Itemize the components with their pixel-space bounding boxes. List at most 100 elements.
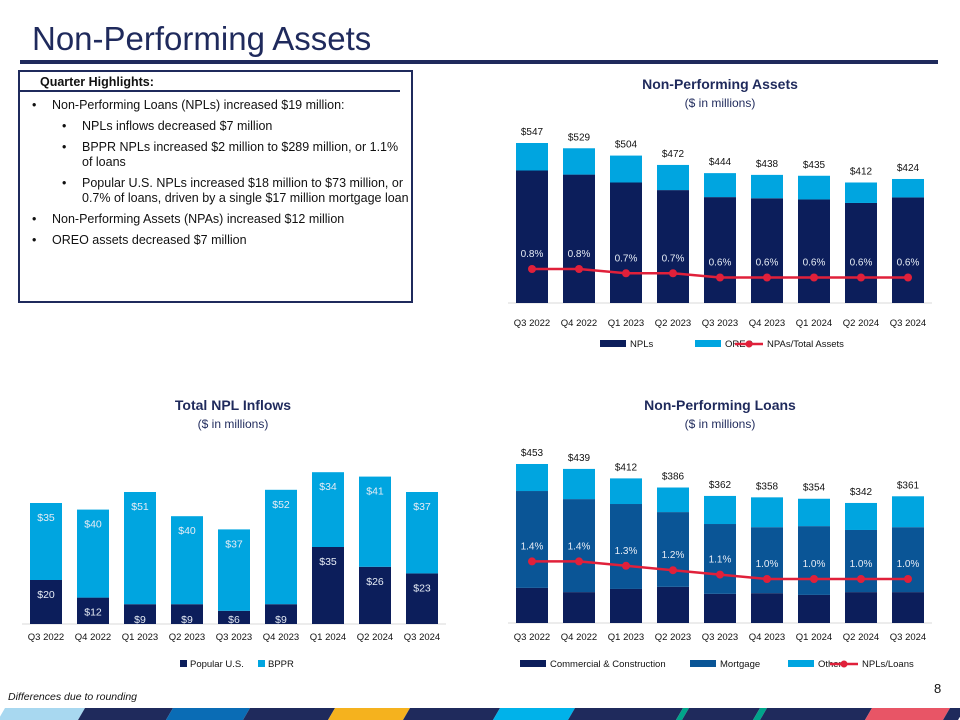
chart-title: Non-Performing Assets (642, 76, 798, 92)
page-number: 8 (934, 681, 942, 696)
x-tick-label: Q1 2024 (310, 632, 346, 643)
bar-segment (516, 491, 548, 588)
bar-segment (704, 524, 736, 594)
legend-label: Mortgage (720, 659, 760, 670)
bar-segment (218, 529, 250, 611)
x-tick-label: Q3 2022 (28, 632, 64, 643)
bar-segment (265, 604, 297, 624)
x-tick-label: Q2 2023 (655, 318, 691, 329)
footer-stripe-segment (760, 708, 872, 720)
highlight-item: OREO assets decreased $7 million (30, 233, 411, 248)
total-label: $529 (568, 132, 591, 143)
ratio-label: 1.4% (568, 541, 591, 552)
bar-segment (30, 580, 62, 624)
ratio-point (904, 575, 912, 583)
bar-segment (751, 593, 783, 623)
highlights-list: Non-Performing Loans (NPLs) increased $1… (20, 92, 411, 248)
bar-segment (171, 604, 203, 624)
data-label: $40 (178, 525, 196, 537)
total-label: $472 (662, 149, 685, 160)
bar-segment (406, 573, 438, 624)
ratio-point (622, 561, 630, 570)
total-label: $435 (803, 160, 826, 171)
bar-segment (171, 516, 203, 605)
x-tick-label: Q1 2023 (122, 632, 158, 643)
bar-segment (704, 495, 736, 525)
footer-stripe-segment (78, 708, 173, 720)
chart-subtitle: ($ in millions) (685, 96, 756, 110)
chart-title: Total NPL Inflows (175, 397, 291, 413)
bar-segment (77, 509, 109, 598)
x-tick-label: Q3 2022 (514, 632, 550, 643)
ratio-label: 0.7% (615, 253, 638, 264)
bar-segment (563, 468, 595, 500)
data-label: $51 (131, 501, 149, 513)
x-tick-label: Q4 2023 (263, 632, 299, 643)
data-label: $9 (275, 614, 287, 626)
x-tick-label: Q2 2024 (843, 632, 879, 643)
data-label: $37 (413, 501, 431, 513)
ratio-label: 1.0% (850, 559, 873, 570)
ratio-label: 1.0% (803, 559, 826, 570)
legend-swatch (180, 660, 187, 667)
ratio-point (857, 575, 865, 583)
x-tick-label: Q4 2023 (749, 318, 785, 329)
quarter-highlights-box: Quarter Highlights: Non-Performing Loans… (18, 70, 413, 303)
total-label: $438 (756, 159, 779, 170)
bar-segment (845, 502, 877, 530)
legend-label: Popular U.S. (190, 659, 244, 670)
legend-swatch (520, 660, 546, 667)
bar-segment (657, 512, 689, 587)
bar-segment (516, 143, 548, 171)
ratio-point (716, 570, 724, 579)
legend-swatch (690, 660, 716, 667)
bar-segment (751, 198, 783, 303)
ratio-point (622, 269, 630, 278)
ratio-label: 1.2% (662, 550, 685, 561)
bar-segment (751, 174, 783, 199)
data-label: $12 (84, 607, 102, 619)
data-label: $35 (319, 556, 337, 568)
x-tick-label: Q2 2023 (169, 632, 205, 643)
bar-segment (798, 199, 830, 303)
page-title: Non-Performing Assets (32, 20, 372, 57)
legend-swatch (600, 340, 626, 347)
highlight-item: BPPR NPLs increased $2 million to $289 m… (30, 140, 411, 170)
bar-segment (312, 547, 344, 624)
ratio-label: 1.0% (897, 559, 920, 570)
x-tick-label: Q3 2023 (216, 632, 252, 643)
total-label: $361 (897, 480, 920, 491)
data-label: $35 (37, 512, 55, 524)
x-tick-label: Q2 2024 (843, 318, 879, 329)
data-label: $52 (272, 499, 290, 511)
total-label: $354 (803, 483, 826, 494)
bar-segment (265, 489, 297, 605)
x-tick-label: Q4 2022 (561, 632, 597, 643)
ratio-point (575, 265, 583, 273)
ratio-label: 0.6% (756, 258, 779, 269)
bar-segment (892, 496, 924, 528)
ratio-point (669, 566, 677, 575)
total-label: $453 (521, 448, 544, 459)
legend-label: Other (818, 659, 842, 670)
bar-segment (610, 182, 642, 303)
ratio-point (810, 273, 818, 282)
ratio-label: 1.4% (521, 541, 544, 552)
data-label: $34 (319, 481, 337, 493)
legend-marker (840, 660, 848, 668)
chart-subtitle: ($ in millions) (685, 417, 756, 431)
total-label: $386 (662, 472, 685, 483)
bar-segment (563, 148, 595, 175)
chart-title: Non-Performing Loans (644, 397, 796, 413)
ratio-point (763, 575, 771, 583)
footer-stripe-segment (328, 708, 410, 720)
bar-segment (892, 197, 924, 303)
bar-segment (610, 588, 642, 623)
ratio-label: 0.6% (803, 258, 826, 269)
bar-segment (406, 492, 438, 574)
total-label: $547 (521, 127, 544, 138)
total-label: $358 (756, 481, 779, 492)
bar-segment (359, 566, 391, 624)
legend-label: NPLs (630, 339, 653, 350)
total-label: $342 (850, 487, 873, 498)
